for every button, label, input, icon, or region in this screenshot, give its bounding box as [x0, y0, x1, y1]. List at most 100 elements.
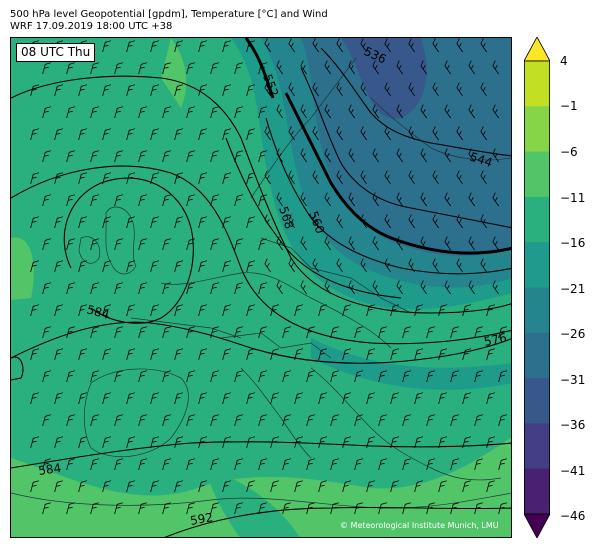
colorbar-tick-label: −26: [560, 327, 586, 341]
wind-barb: [282, 458, 291, 471]
contour-label-592: 592: [189, 510, 214, 528]
wind-barb: [468, 104, 475, 119]
wind-barb: [378, 502, 387, 515]
wind-barb: [210, 282, 219, 295]
wind-barb: [138, 238, 147, 251]
wind-barb: [78, 348, 87, 361]
wind-barb: [288, 258, 295, 273]
wind-barb: [234, 238, 243, 251]
wind-barb: [42, 106, 51, 119]
wind-barb: [396, 192, 403, 207]
wind-barb: [66, 62, 75, 75]
wind-barb: [54, 172, 63, 185]
wind-barb: [492, 236, 499, 251]
wind-barb: [432, 170, 439, 185]
wind-barb: [474, 326, 483, 339]
wind-barb: [66, 282, 75, 295]
wind-barb: [198, 392, 207, 405]
wind-barb: [498, 414, 507, 427]
wind-barb: [150, 84, 159, 97]
wind-barb: [258, 458, 267, 471]
wind-barb: [438, 304, 447, 317]
wind-barb: [210, 62, 219, 75]
wind-barb: [258, 282, 267, 295]
wind-barb: [66, 370, 75, 383]
wind-barb: [366, 436, 375, 449]
wind-barb: [210, 326, 219, 339]
wind-barb: [186, 502, 195, 515]
wind-barb: [306, 414, 315, 427]
wind-barb: [432, 258, 439, 273]
wind-barb: [486, 436, 495, 449]
wind-barb: [162, 194, 171, 207]
map-canvas: 536 544 552 560 568 576 584 584 592: [11, 38, 511, 537]
wind-barb: [222, 128, 231, 141]
wind-barb: [342, 436, 351, 449]
wind-barb: [66, 194, 75, 207]
wind-barb: [234, 62, 243, 75]
wind-barb: [114, 150, 123, 163]
wind-barb: [30, 216, 39, 229]
wind-barb: [282, 502, 291, 515]
wind-barb: [66, 458, 75, 471]
wind-barb: [222, 84, 231, 97]
wind-barb: [474, 502, 483, 515]
wind-barb: [324, 148, 331, 163]
wind-barb: [420, 104, 427, 119]
wind-barb: [90, 194, 99, 207]
wind-barb: [288, 38, 295, 53]
wind-barb: [222, 436, 231, 449]
wind-barb: [450, 370, 459, 383]
wind-barb: [456, 170, 463, 185]
wind-barb: [450, 326, 459, 339]
colorbar-frame: [524, 60, 550, 515]
wind-barb: [210, 150, 219, 163]
wind-barb: [348, 280, 355, 295]
wind-barb: [138, 370, 147, 383]
wind-barb: [324, 280, 331, 295]
wind-barb: [162, 326, 171, 339]
wind-barb: [54, 436, 63, 449]
wind-barb: [162, 502, 171, 515]
wind-barb: [150, 216, 159, 229]
wind-barb: [408, 38, 415, 53]
colorbar-extend-max: [524, 37, 550, 62]
wind-barb: [150, 304, 159, 317]
wind-barb: [162, 282, 171, 295]
wind-barb: [186, 106, 195, 119]
wind-barb: [492, 148, 499, 163]
wind-barb: [306, 502, 315, 515]
wind-barb: [150, 40, 159, 53]
wind-barb: [432, 82, 439, 97]
wind-barb: [90, 282, 99, 295]
wind-barb: [174, 304, 183, 317]
wind-barb: [318, 348, 327, 361]
wind-barb: [186, 282, 195, 295]
wind-barb: [42, 326, 51, 339]
colorbar-tick-label: −46: [560, 509, 586, 523]
wind-barb: [78, 480, 87, 493]
wind-barb: [174, 480, 183, 493]
wind-barb: [234, 458, 243, 471]
wind-barb: [90, 326, 99, 339]
wind-barb: [414, 348, 423, 361]
wind-barb: [402, 502, 411, 515]
wind-barb: [312, 82, 319, 97]
wind-barb: [300, 60, 307, 75]
wind-barb: [90, 238, 99, 251]
wind-barb: [246, 304, 255, 317]
wind-barb: [222, 348, 231, 361]
wind-barb: [102, 304, 111, 317]
wind-barb: [174, 172, 183, 185]
wind-barb: [324, 104, 331, 119]
wind-barb: [360, 214, 367, 229]
wind-barb: [444, 104, 451, 119]
wind-barb: [420, 280, 427, 295]
wind-barb: [90, 414, 99, 427]
wind-barb: [300, 192, 307, 207]
wind-barb: [342, 348, 351, 361]
wind-barb: [258, 238, 267, 251]
wind-barb: [138, 62, 147, 75]
wind-barb: [480, 214, 487, 229]
wind-barb: [102, 172, 111, 185]
